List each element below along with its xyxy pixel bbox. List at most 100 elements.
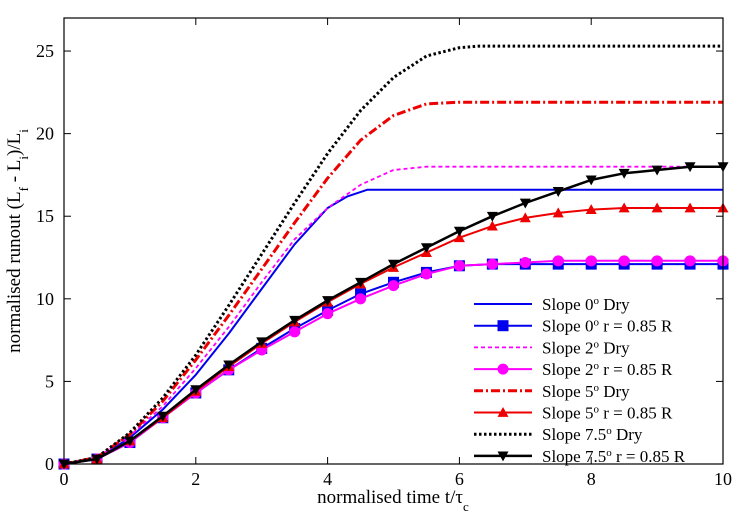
data-point bbox=[585, 255, 597, 267]
data-point bbox=[585, 204, 597, 215]
x-axis-title: normalised time t/τc bbox=[317, 487, 469, 514]
legend-swatch-marker bbox=[497, 451, 509, 462]
data-point bbox=[585, 175, 597, 186]
y-tick-label: 15 bbox=[36, 206, 54, 226]
data-point bbox=[453, 226, 465, 237]
legend-label-text: Slope 2 bbox=[542, 338, 593, 357]
legend-label-condition: r = 0.85 R bbox=[599, 360, 673, 379]
data-point bbox=[684, 162, 696, 173]
series-5 bbox=[63, 100, 723, 466]
x-tick-label: 10 bbox=[714, 469, 732, 489]
data-point bbox=[420, 243, 432, 254]
data-point bbox=[618, 255, 630, 267]
data-point bbox=[355, 277, 367, 288]
data-point bbox=[322, 296, 334, 306]
legend-label-text: Slope 0 bbox=[542, 317, 593, 336]
data-point bbox=[289, 315, 301, 326]
data-point bbox=[256, 337, 268, 348]
y-axis-title-part-0: normalised runout (L bbox=[4, 191, 25, 352]
legend-label-condition: Dry bbox=[599, 382, 630, 401]
legend-label-condition: Dry bbox=[612, 425, 643, 444]
legend-item: Slope 5o r = 0.85 R bbox=[474, 404, 673, 423]
legend-swatch-marker bbox=[497, 407, 509, 417]
data-point bbox=[618, 168, 630, 179]
legend-item: Slope 0o Dry bbox=[474, 295, 630, 314]
legend-label-condition: Dry bbox=[599, 338, 630, 357]
series-3 bbox=[63, 165, 723, 465]
data-point bbox=[157, 411, 169, 422]
data-point bbox=[552, 207, 564, 218]
data-point bbox=[223, 360, 235, 371]
series-line bbox=[63, 188, 723, 465]
series-line bbox=[63, 100, 723, 466]
series-line bbox=[63, 165, 723, 465]
legend-label-text: Slope 7.5 bbox=[542, 447, 606, 466]
data-point bbox=[552, 255, 564, 267]
plot-area-frame bbox=[63, 17, 724, 465]
legend-label-condition: Dry bbox=[599, 295, 630, 314]
legend-label-text: Slope 2 bbox=[542, 360, 593, 379]
data-point bbox=[486, 220, 498, 231]
y-tick-label: 10 bbox=[36, 289, 54, 309]
legend-item: Slope 5o Dry bbox=[474, 382, 630, 401]
legend-label-degree: o bbox=[606, 425, 612, 437]
y-axis-title-part-3: i bbox=[16, 156, 31, 160]
data-point bbox=[388, 280, 399, 292]
y-tick-label: 5 bbox=[45, 371, 54, 391]
data-point bbox=[355, 293, 367, 305]
data-point bbox=[684, 255, 696, 267]
y-axis-title-part-2: - L bbox=[4, 160, 25, 187]
legend-label-degree: o bbox=[593, 360, 599, 372]
legend-label-degree: o bbox=[593, 382, 599, 394]
legend-label: Slope 5o Dry bbox=[542, 382, 630, 401]
data-point bbox=[486, 258, 498, 270]
legend-label-text: Slope 5 bbox=[542, 382, 593, 401]
x-tick-label: 2 bbox=[191, 469, 200, 489]
legend-label-text: Slope 0 bbox=[542, 295, 593, 314]
x-axis-title-sub: c bbox=[463, 499, 469, 514]
legend-label-text: Slope 5 bbox=[542, 404, 593, 423]
y-axis-title-part-5: i bbox=[16, 129, 31, 133]
legend-label: Slope 0o Dry bbox=[542, 295, 630, 314]
legend-label: Slope 7.5o Dry bbox=[542, 425, 643, 444]
legend-item: Slope 7.5o r = 0.85 R bbox=[474, 447, 686, 466]
legend-label: Slope 5o r = 0.85 R bbox=[542, 404, 673, 423]
legend-label-degree: o bbox=[606, 447, 612, 459]
legend-item: Slope 2o r = 0.85 R bbox=[474, 360, 673, 379]
legend-label-text: Slope 7.5 bbox=[542, 425, 606, 444]
data-point bbox=[651, 202, 663, 213]
y-tick-label: 20 bbox=[36, 124, 54, 144]
x-axis-title-main: normalised time t/τ bbox=[317, 487, 463, 508]
legend-label-degree: o bbox=[593, 404, 599, 416]
data-point bbox=[91, 454, 103, 465]
legend-label-degree: o bbox=[593, 317, 599, 329]
legend-label-condition: r = 0.85 R bbox=[612, 447, 686, 466]
data-point bbox=[651, 255, 663, 267]
legend-item: Slope 7.5o Dry bbox=[474, 425, 643, 444]
y-axis-title-part-1: f bbox=[16, 186, 31, 191]
y-tick-label: 0 bbox=[45, 454, 54, 474]
legend-label-degree: o bbox=[593, 295, 599, 307]
legend-label-condition: r = 0.85 R bbox=[599, 317, 673, 336]
data-point bbox=[519, 256, 531, 268]
data-point bbox=[124, 436, 136, 447]
y-axis-title: normalised runout (Lf - Li)/Li bbox=[4, 129, 31, 353]
series-8 bbox=[58, 162, 729, 470]
legend-label: Slope 0o r = 0.85 R bbox=[542, 317, 673, 336]
data-point bbox=[453, 260, 465, 272]
data-point bbox=[486, 211, 498, 222]
legend-swatch-marker bbox=[497, 320, 509, 332]
legend-item: Slope 2o Dry bbox=[474, 338, 630, 357]
data-point bbox=[388, 259, 399, 270]
y-axis-title-part-4: )/L bbox=[4, 133, 25, 156]
data-point bbox=[289, 326, 301, 338]
x-tick-label: 6 bbox=[455, 469, 464, 489]
series-1 bbox=[63, 188, 723, 465]
x-tick-label: 0 bbox=[60, 469, 69, 489]
data-point bbox=[552, 187, 564, 197]
data-point bbox=[453, 232, 465, 243]
data-point bbox=[322, 308, 334, 320]
legend-label: Slope 7.5o r = 0.85 R bbox=[542, 447, 686, 466]
data-point bbox=[684, 202, 696, 213]
